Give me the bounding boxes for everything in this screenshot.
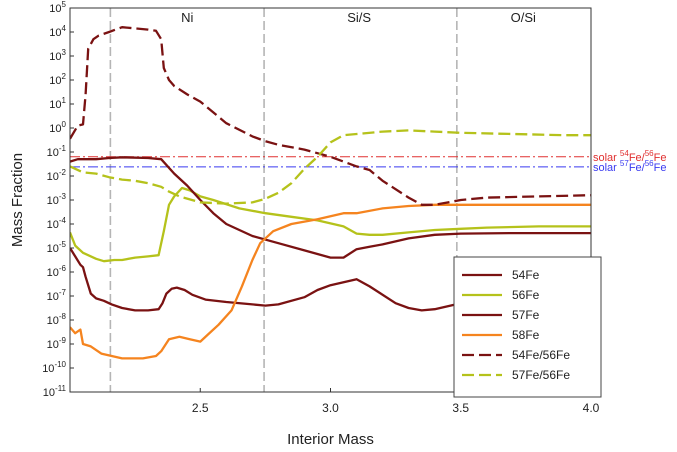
y-tick-label: 105 <box>49 0 66 15</box>
y-tick-label: 10-4 <box>47 216 67 231</box>
reference-lines <box>70 156 591 168</box>
series-line-56fe <box>70 186 591 263</box>
y-tick-label: 102 <box>49 72 66 87</box>
y-tick-label: 103 <box>49 48 66 63</box>
y-tick-label: 10-9 <box>47 336 67 351</box>
x-tick-label: 3.5 <box>452 401 469 415</box>
legend-label: 57Fe <box>512 308 540 322</box>
y-tick-label: 10-2 <box>47 168 67 183</box>
series-line-58fe <box>70 203 591 360</box>
x-axis-title: Interior Mass <box>287 431 374 448</box>
region-boundaries <box>109 8 458 392</box>
region-label: Ni <box>181 10 193 25</box>
legend: 54Fe 56Fe 57Fe 58Fe 54Fe/56Fe 57Fe/56Fe <box>453 256 602 398</box>
series-layer <box>70 26 591 360</box>
region-labels: Ni Si/S O/Si <box>181 10 536 25</box>
x-axis: 2.5 3.0 3.5 4.0 <box>192 388 600 415</box>
reference-line-label: solar 57Fe/56Fe <box>593 159 666 174</box>
y-tick-label: 10-11 <box>43 384 67 399</box>
x-tick-label: 4.0 <box>583 401 600 415</box>
series-line-54fe-56fe <box>70 26 591 206</box>
y-tick-label: 10-1 <box>47 144 67 159</box>
y-tick-label: 10-10 <box>42 360 66 375</box>
legend-label: 54Fe/56Fe <box>512 348 570 362</box>
legend-label: 57Fe/56Fe <box>512 368 570 382</box>
y-tick-label: 10-6 <box>47 264 67 279</box>
y-tick-label: 101 <box>49 96 66 111</box>
y-axis: 105 104 103 102 101 100 10-1 10-2 10-3 10-4 10-5 10… <box>42 0 74 399</box>
legend-label: 54Fe <box>512 268 540 282</box>
y-axis-title: Mass Fraction <box>9 153 26 247</box>
y-tick-label: 10-7 <box>47 288 67 303</box>
series-line-57fe <box>70 156 591 259</box>
legend-label: 58Fe <box>512 328 540 342</box>
series-line-57fe-56fe <box>70 129 591 205</box>
region-label: O/Si <box>511 10 536 25</box>
legend-label: 56Fe <box>512 288 540 302</box>
region-label: Si/S <box>347 10 371 25</box>
y-tick-label: 10-8 <box>47 312 67 327</box>
x-tick-label: 2.5 <box>192 401 209 415</box>
reference-line-label: solar 54Fe/56Fe <box>593 149 666 164</box>
x-tick-label: 3.0 <box>322 401 339 415</box>
legend-box <box>453 256 602 398</box>
y-tick-label: 10-3 <box>47 192 67 207</box>
y-tick-label: 10-5 <box>47 240 67 255</box>
y-tick-label: 100 <box>49 120 66 135</box>
series-line-54fe <box>70 247 591 312</box>
y-tick-label: 104 <box>49 24 66 39</box>
